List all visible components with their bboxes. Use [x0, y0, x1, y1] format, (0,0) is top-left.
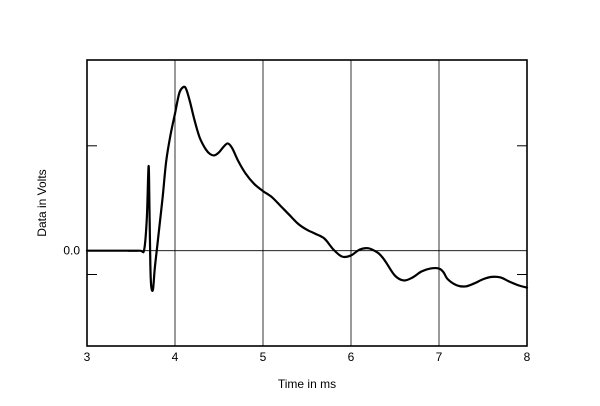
x-tick-label: 5 [260, 350, 267, 364]
y-axis-label: Data in Volts [35, 169, 49, 236]
y-tick-label: 0.0 [63, 244, 80, 258]
x-tick-label: 3 [84, 350, 91, 364]
x-tick-label: 6 [348, 350, 355, 364]
x-tick-label: 8 [524, 350, 531, 364]
y-tick-labels: 0.0 [63, 244, 80, 258]
series-line [85, 85, 529, 292]
x-tick-label: 4 [172, 350, 179, 364]
grid-lines [87, 60, 527, 346]
x-tick-labels: 3 4 5 6 7 8 [84, 350, 531, 364]
plot-frame [86, 59, 528, 347]
x-tick-label: 7 [436, 350, 443, 364]
x-axis-label: Time in ms [278, 377, 336, 391]
frame-tick-marks [87, 145, 527, 275]
